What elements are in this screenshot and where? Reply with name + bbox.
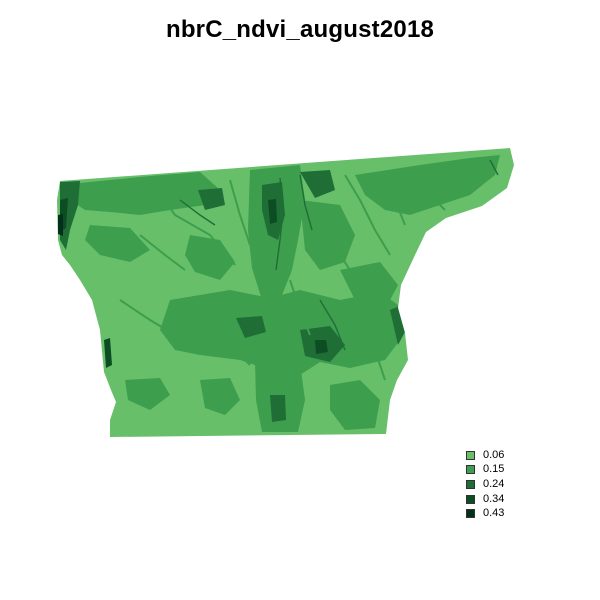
legend-item: 0.43 (466, 506, 556, 521)
legend-swatch (466, 479, 475, 489)
legend-label: 0.24 (483, 477, 505, 490)
legend-item: 0.34 (466, 492, 556, 507)
legend-label: 0.34 (483, 492, 505, 505)
drainage-streaks (119, 164, 471, 381)
legend-item: 0.15 (466, 463, 556, 478)
region-base (57, 148, 514, 437)
legend-swatch (466, 509, 475, 519)
legend-swatch (466, 494, 475, 504)
drainage-streaks-dark (179, 159, 499, 351)
ndvi-class-medium-zones (60, 155, 500, 432)
legend-label: 0.15 (483, 463, 505, 476)
map-legend: 0.06 0.15 0.24 0.34 0.43 (466, 448, 556, 521)
legend-item: 0.06 (466, 448, 556, 463)
map-title: nbrC_ndvi_august2018 (165, 16, 435, 43)
ndvi-texture (58, 155, 500, 432)
legend-item: 0.24 (466, 477, 556, 492)
legend-swatch (466, 450, 475, 460)
legend-label: 0.06 (483, 448, 505, 461)
ndvi-class-darkest-zones (58, 214, 63, 236)
legend-label: 0.43 (483, 507, 505, 520)
legend-swatch (466, 465, 475, 475)
